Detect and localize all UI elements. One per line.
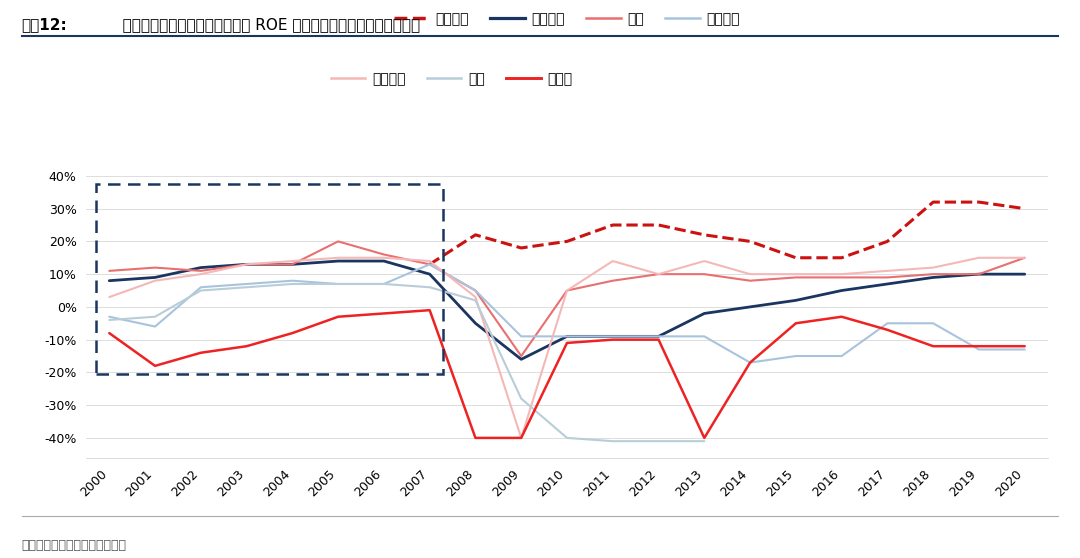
Text: 招行目前资产质量及资本调整后 ROE 依然优于国际大行历史最好水平: 招行目前资产质量及资本调整后 ROE 依然优于国际大行历史最好水平 <box>108 17 420 32</box>
Legend: 摩根大通, 汇丰, 巴克莱: 摩根大通, 汇丰, 巴克莱 <box>325 67 578 92</box>
Text: 图表12:: 图表12: <box>22 17 67 32</box>
Text: 资料来源：公司财报，中信建投: 资料来源：公司财报，中信建投 <box>22 540 126 552</box>
